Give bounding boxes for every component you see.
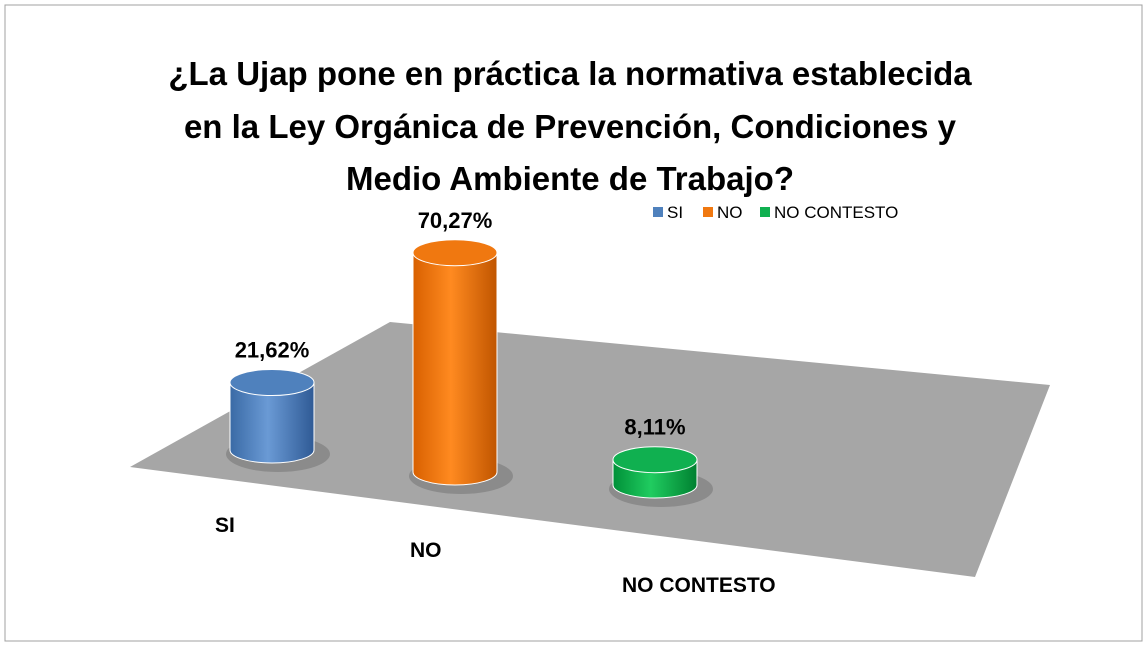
legend-label: NO CONTESTO bbox=[774, 203, 898, 222]
x-tick-label: NO CONTESTO bbox=[622, 574, 776, 597]
bar-top bbox=[612, 446, 698, 474]
value-label: 8,11% bbox=[624, 415, 685, 440]
bar-top bbox=[412, 239, 498, 267]
value-label: 21,62% bbox=[235, 338, 310, 363]
legend-swatch bbox=[760, 207, 770, 217]
bar-top bbox=[229, 369, 315, 397]
chart-title: en la Ley Orgánica de Prevención, Condic… bbox=[184, 108, 957, 145]
chart-title: Medio Ambiente de Trabajo? bbox=[346, 160, 794, 197]
legend-swatch bbox=[653, 207, 663, 217]
floor bbox=[130, 322, 1050, 577]
bar bbox=[412, 252, 498, 486]
bar bbox=[229, 382, 315, 464]
legend-label: SI bbox=[667, 203, 683, 222]
legend-label: NO bbox=[717, 203, 743, 222]
x-tick-label: NO bbox=[410, 539, 442, 562]
legend-swatch bbox=[703, 207, 713, 217]
x-tick-label: SI bbox=[215, 514, 235, 537]
chart-title: ¿La Ujap pone en práctica la normativa e… bbox=[168, 55, 972, 92]
value-label: 70,27% bbox=[418, 208, 493, 233]
